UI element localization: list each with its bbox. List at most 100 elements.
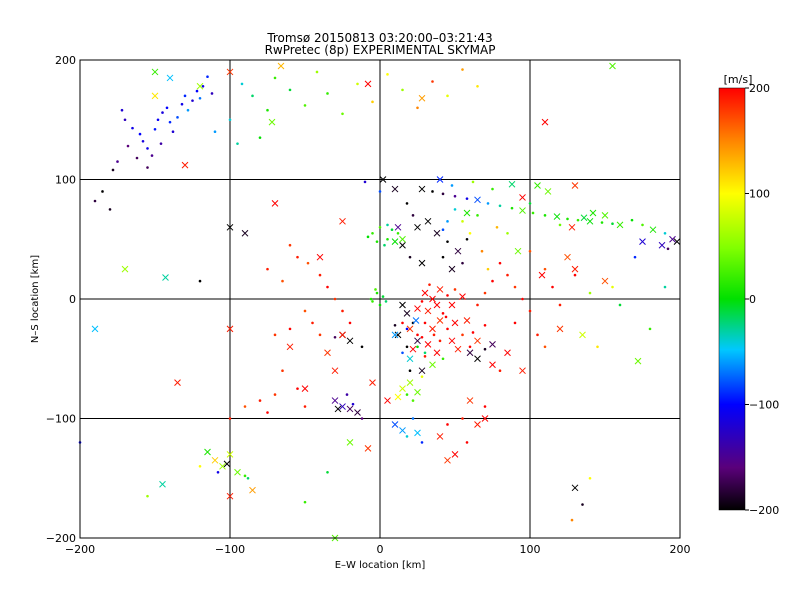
data-point-cross — [414, 305, 421, 312]
data-point-dot — [441, 192, 445, 196]
data-point-cross — [399, 235, 406, 243]
data-point-dot — [480, 249, 484, 253]
data-point-dot — [258, 399, 262, 402]
data-point-cross — [556, 325, 564, 333]
data-point-cross — [226, 450, 234, 458]
data-point-cross — [391, 331, 399, 339]
data-point-dot — [371, 231, 374, 235]
data-point-dot — [491, 187, 494, 191]
data-point-cross — [339, 403, 346, 410]
data-point-dot — [630, 218, 634, 222]
grid-lines — [80, 60, 680, 538]
data-point-dot — [266, 411, 269, 414]
data-point-cross — [436, 317, 444, 324]
data-point-dot — [468, 231, 472, 235]
data-point-cross — [649, 226, 657, 234]
data-point-dot — [101, 190, 104, 193]
data-point-dot — [378, 190, 382, 193]
data-point-dot — [596, 345, 599, 349]
data-point-dot — [326, 285, 329, 289]
data-point-cross — [568, 223, 576, 231]
data-point-dot — [371, 100, 374, 104]
data-point-cross — [451, 319, 459, 327]
data-point-cross — [234, 468, 241, 476]
data-point-cross — [369, 379, 376, 387]
data-point-dot — [206, 75, 209, 79]
data-point-dot — [243, 405, 247, 408]
data-point-cross — [424, 217, 432, 225]
data-point-cross — [391, 238, 399, 245]
data-point-cross — [271, 200, 279, 207]
colorbar-ticks: 200 100 0 −100 −200 — [745, 82, 779, 517]
data-point-cross — [436, 286, 444, 293]
chart-title: Tromsø 20150813 03:20:00–03:21:43 — [266, 31, 492, 45]
data-point-cross — [166, 74, 174, 82]
data-point-dot — [633, 255, 637, 259]
data-point-dot — [131, 126, 134, 130]
data-point-cross — [226, 325, 234, 333]
data-point-dot — [273, 333, 277, 337]
data-point-dot — [288, 88, 292, 92]
data-point-dot — [146, 147, 149, 150]
data-point-dot — [303, 309, 307, 313]
data-point-dot — [476, 303, 479, 307]
data-point-cross — [226, 492, 234, 500]
data-point-cross — [418, 94, 426, 102]
colorbar-label: [m/s] — [724, 73, 753, 86]
data-point-cross — [429, 361, 436, 369]
data-point-dot — [146, 494, 149, 498]
data-point-cross — [508, 180, 516, 188]
data-point-dot — [183, 94, 187, 98]
data-point-cross — [421, 289, 429, 297]
data-point-cross — [459, 293, 466, 300]
data-point-dot — [123, 118, 127, 122]
data-point-dot — [210, 92, 214, 95]
data-point-dot — [465, 237, 469, 241]
data-point-dot — [450, 184, 454, 187]
data-point-dot — [246, 476, 250, 480]
data-points — [78, 62, 681, 542]
data-point-dot — [588, 291, 592, 295]
data-point-dot — [108, 208, 112, 211]
data-point-cross — [339, 331, 346, 339]
data-point-cross — [277, 62, 285, 70]
data-point-dot — [198, 279, 202, 283]
data-point-cross — [331, 397, 339, 404]
data-point-dot — [432, 333, 436, 337]
data-point-dot — [441, 357, 445, 361]
data-point-dot — [333, 335, 337, 339]
data-point-cross — [448, 301, 456, 309]
data-point-dot — [423, 351, 427, 355]
data-point-dot — [551, 285, 554, 289]
data-point-dot — [498, 261, 502, 265]
data-point-dot — [461, 68, 464, 71]
data-point-cross — [364, 445, 372, 452]
data-point-dot — [228, 417, 232, 420]
data-point-dot — [153, 128, 157, 131]
data-point-dot — [423, 355, 427, 358]
data-point-dot — [296, 387, 299, 390]
data-point-dot — [386, 73, 389, 76]
data-point-cross — [541, 118, 549, 126]
data-point-dot — [461, 417, 464, 420]
chart-subtitle: RwPretec (8p) EXPERIMENTAL SKYMAP — [265, 43, 496, 57]
data-point-cross — [409, 345, 417, 353]
data-point-dot — [390, 228, 394, 231]
data-point-cross — [481, 415, 489, 422]
data-point-dot — [666, 247, 670, 251]
data-point-dot — [311, 321, 314, 325]
data-point-dot — [341, 112, 344, 116]
data-point-cross — [658, 241, 666, 249]
data-point-dot — [444, 315, 448, 319]
data-point-dot — [476, 84, 479, 88]
data-point-dot — [236, 142, 239, 145]
data-point-dot — [446, 240, 449, 243]
data-point-dot — [159, 142, 163, 145]
data-point-dot — [360, 417, 364, 420]
data-point-dot — [576, 218, 580, 222]
data-point-cross — [601, 211, 609, 219]
data-point-cross — [418, 259, 426, 267]
data-point-dot — [663, 231, 667, 235]
data-point-dot — [521, 297, 524, 301]
data-point-cross — [474, 337, 481, 345]
